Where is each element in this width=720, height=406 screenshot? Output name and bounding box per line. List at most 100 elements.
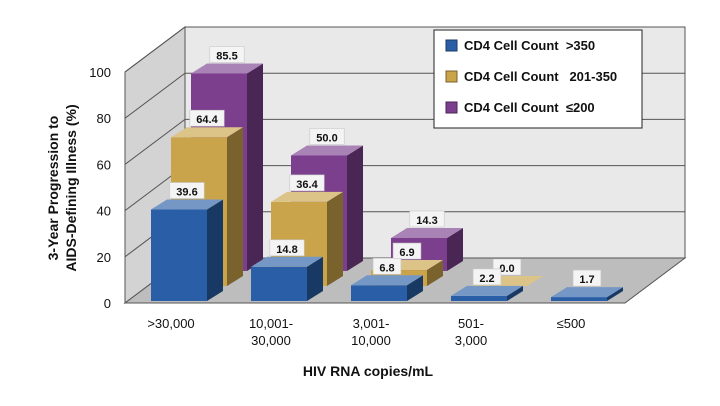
data-label-box xyxy=(289,174,325,192)
gridline xyxy=(124,26,685,73)
data-label-text: 0.0 xyxy=(499,263,514,275)
x-tick-label: >30,000 xyxy=(147,316,194,331)
bar-side xyxy=(427,260,443,286)
legend-item: CD4 Cell Count ≤200 xyxy=(445,100,595,115)
data-label-box xyxy=(409,210,445,228)
y-tick-label: 60 xyxy=(97,157,111,172)
legend-label: CD4 Cell Count ≤200 xyxy=(464,100,595,115)
y-tick-label: 80 xyxy=(97,111,111,126)
bar-side xyxy=(447,227,463,271)
data-label-text: 50.0 xyxy=(316,133,337,145)
x-tick-label-line: ≤500 xyxy=(557,316,586,331)
data-label: 14.8 xyxy=(269,239,305,257)
bar-top xyxy=(151,199,223,210)
bar xyxy=(451,285,523,301)
bar-side xyxy=(327,191,343,286)
bar xyxy=(151,199,223,301)
x-tick-label-line: 10,000 xyxy=(351,333,391,348)
x-axis-categories: >30,000 10,001- 30,000 3,001- 10,000 501- 3,00… xyxy=(147,316,585,348)
data-label: 64.4 xyxy=(189,109,225,127)
bar-front xyxy=(551,297,607,301)
bar-front xyxy=(151,209,207,301)
bar-side xyxy=(207,199,223,301)
data-label-box xyxy=(572,269,602,287)
legend-box xyxy=(433,29,643,129)
data-label-text: 6.8 xyxy=(379,262,394,274)
x-tick-label-line: 3,001- xyxy=(353,316,390,331)
bar xyxy=(251,256,323,301)
legend-item: CD4 Cell Count 201-350 xyxy=(445,69,617,84)
y-tick-label: 0 xyxy=(104,296,111,311)
x-tick-label-line: >30,000 xyxy=(147,316,194,331)
data-label-box xyxy=(309,128,345,145)
data-label-text: 1.7 xyxy=(579,274,594,286)
x-tick-label-line: 3,000 xyxy=(455,333,488,348)
bar-top xyxy=(191,63,263,74)
data-label: 50.0 xyxy=(309,128,345,145)
y-tick-label: 40 xyxy=(97,204,111,219)
x-tick-label-line: 30,000 xyxy=(251,333,291,348)
data-label: 6.9 xyxy=(392,242,422,260)
data-label-text: 2.2 xyxy=(479,273,494,285)
bar-front xyxy=(451,295,507,301)
bar xyxy=(351,275,423,301)
y-tick-label: 20 xyxy=(97,250,111,265)
data-label: 39.6 xyxy=(169,182,205,199)
bar-front xyxy=(251,266,307,301)
x-tick-label: 3,001- 10,000 xyxy=(351,316,391,348)
bar-side xyxy=(607,287,623,301)
data-label-text: 14.8 xyxy=(276,244,297,256)
data-label-box xyxy=(209,46,245,63)
legend-swatch xyxy=(445,101,458,114)
y-axis-title-line: 3-Year Progression to xyxy=(45,116,61,261)
bar-side xyxy=(247,63,263,272)
y-axis-ticks: 0 20 40 60 80 100 xyxy=(89,65,111,311)
x-tick-label: 10,001- 30,000 xyxy=(249,316,293,348)
x-tick-label: 501- 3,000 xyxy=(455,316,488,348)
x-axis-title: HIV RNA copies/mL xyxy=(303,363,434,379)
legend-item: CD4 Cell Count >350 xyxy=(445,38,595,53)
y-tick-label: 100 xyxy=(89,65,111,80)
bar-side xyxy=(307,256,323,301)
bar-top xyxy=(391,227,463,238)
bar-side xyxy=(507,285,523,301)
data-label-box xyxy=(372,257,402,275)
data-label-text: 6.9 xyxy=(399,247,414,259)
data-label-text: 14.3 xyxy=(416,215,437,227)
data-label-text: 85.5 xyxy=(216,50,237,62)
legend-swatch xyxy=(445,39,458,52)
x-tick-label: ≤500 xyxy=(557,316,586,331)
data-label-text: 39.6 xyxy=(176,187,197,199)
bar-top xyxy=(351,275,423,286)
data-labels: 85.5 50.0 14.3 64.4 36.4 6.9 0.0 39.6 14.8 6.8 2.2… xyxy=(169,46,602,287)
bar-top xyxy=(451,285,523,296)
data-label-box xyxy=(189,109,225,127)
data-label-box xyxy=(472,268,502,286)
data-label-text: 64.4 xyxy=(196,114,218,126)
data-label: 1.7 xyxy=(572,269,602,287)
bar-front xyxy=(351,285,407,301)
data-label: 6.8 xyxy=(372,257,402,275)
x-tick-label-line: 501- xyxy=(458,316,484,331)
y-axis-title-line: AIDS-Defining Illness (%) xyxy=(63,104,79,271)
legend-swatch xyxy=(445,70,458,83)
x-tick-label-line: 10,001- xyxy=(249,316,293,331)
bar-top xyxy=(171,127,243,138)
data-label: 85.5 xyxy=(209,46,245,63)
bar-top xyxy=(551,287,623,298)
y-axis-title: 3-Year Progression to AIDS-Defining Illne… xyxy=(45,104,79,271)
bar-side xyxy=(227,127,243,287)
data-label-box xyxy=(169,182,205,199)
data-label: 14.3 xyxy=(409,210,445,228)
bar-side xyxy=(407,275,423,301)
legend-label: CD4 Cell Count 201-350 xyxy=(464,69,617,84)
bar-top xyxy=(271,191,343,202)
data-label-text: 36.4 xyxy=(296,179,318,191)
bar xyxy=(551,287,623,301)
data-label-box xyxy=(392,242,422,260)
data-label-box xyxy=(269,239,305,257)
data-label: 36.4 xyxy=(289,174,325,192)
legend: CD4 Cell Count >350 CD4 Cell Count 201-35… xyxy=(433,29,643,129)
bar-top xyxy=(291,145,363,156)
